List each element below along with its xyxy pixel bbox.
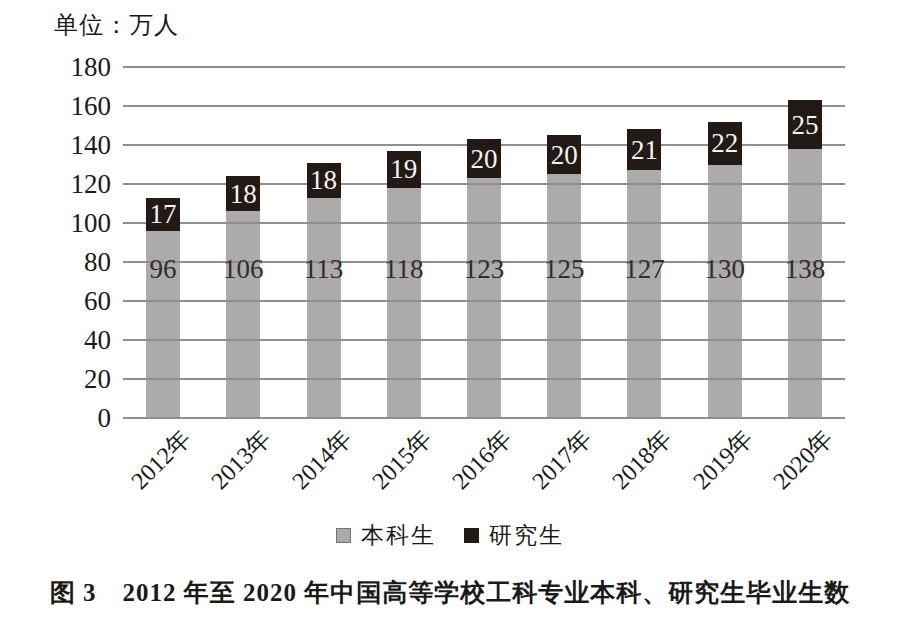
graduate-value-label: 19: [364, 154, 444, 184]
gridline-y-40: [123, 339, 845, 341]
undergraduate-value-label: 96: [123, 254, 203, 284]
unit-label: 单位：万人: [54, 9, 179, 41]
y-tick-label-160: 160: [11, 89, 111, 123]
figure-caption: 图 3 2012 年至 2020 年中国高等学校工科专业本科、研究生毕业生数: [0, 576, 900, 609]
x-tick-label-2013年: 2013年: [206, 425, 275, 494]
legend-swatch-undergraduate: [336, 528, 351, 543]
legend: 本科生 研究生: [0, 520, 900, 551]
x-tick-label-2015年: 2015年: [367, 425, 436, 494]
undergraduate-value-label: 123: [444, 254, 524, 284]
gridline-y-20: [123, 378, 845, 380]
graduate-value-label: 18: [203, 179, 283, 209]
legend-item-graduate: 研究生: [464, 520, 564, 551]
y-tick-label-180: 180: [11, 50, 111, 84]
legend-item-undergraduate: 本科生: [336, 520, 436, 551]
y-tick-label-0: 0: [11, 401, 111, 435]
gridline-y-160: [123, 105, 845, 107]
bar-undergraduate-2017年: [547, 174, 581, 418]
legend-label-graduate: 研究生: [489, 520, 564, 551]
y-tick-label-120: 120: [11, 167, 111, 201]
graduate-value-label: 18: [284, 165, 364, 195]
graduate-value-label: 21: [604, 135, 684, 165]
figure-3-stacked-bar-chart: 单位：万人 96 17106 18 113 18 118 19 123 20 125 20 127 21…: [0, 0, 900, 625]
graduate-value-label: 17: [123, 199, 203, 229]
bar-undergraduate-2016年: [467, 178, 501, 418]
y-tick-label-40: 40: [11, 323, 111, 357]
undergraduate-value-label: 127: [604, 254, 684, 284]
undergraduate-value-label: 138: [765, 254, 845, 284]
bar-undergraduate-2014年: [307, 198, 341, 418]
x-tick-label-2014年: 2014年: [287, 425, 356, 494]
y-tick-label-80: 80: [11, 245, 111, 279]
graduate-value-label: 25: [765, 110, 845, 140]
undergraduate-value-label: 118: [364, 254, 444, 284]
y-tick-label-100: 100: [11, 206, 111, 240]
x-tick-label-2019年: 2019年: [688, 425, 757, 494]
x-tick-label-2018年: 2018年: [608, 425, 677, 494]
bar-undergraduate-2013年: [226, 211, 260, 418]
x-tick-label-2017年: 2017年: [527, 425, 596, 494]
plot-area: 96 17106 18 113 18 118 19 123 20 125 20 127 21 130 22 1…: [123, 67, 845, 418]
y-tick-label-140: 140: [11, 128, 111, 162]
undergraduate-value-label: 130: [685, 254, 765, 284]
graduate-value-label: 20: [524, 140, 604, 170]
undergraduate-value-label: 113: [284, 254, 364, 284]
x-tick-label-2020年: 2020年: [768, 425, 837, 494]
legend-label-undergraduate: 本科生: [361, 520, 436, 551]
y-tick-label-60: 60: [11, 284, 111, 318]
gridline-y-100: [123, 222, 845, 224]
graduate-value-label: 22: [685, 128, 765, 158]
undergraduate-value-label: 106: [203, 254, 283, 284]
x-tick-label-2012年: 2012年: [126, 425, 195, 494]
legend-swatch-graduate: [464, 528, 479, 543]
gridline-y-0: [123, 417, 845, 419]
undergraduate-value-label: 125: [524, 254, 604, 284]
bar-undergraduate-2018年: [627, 170, 661, 418]
graduate-value-label: 20: [444, 144, 524, 174]
x-tick-label-2016年: 2016年: [447, 425, 516, 494]
gridline-y-180: [123, 66, 845, 68]
y-tick-label-20: 20: [11, 362, 111, 396]
gridline-y-60: [123, 300, 845, 302]
